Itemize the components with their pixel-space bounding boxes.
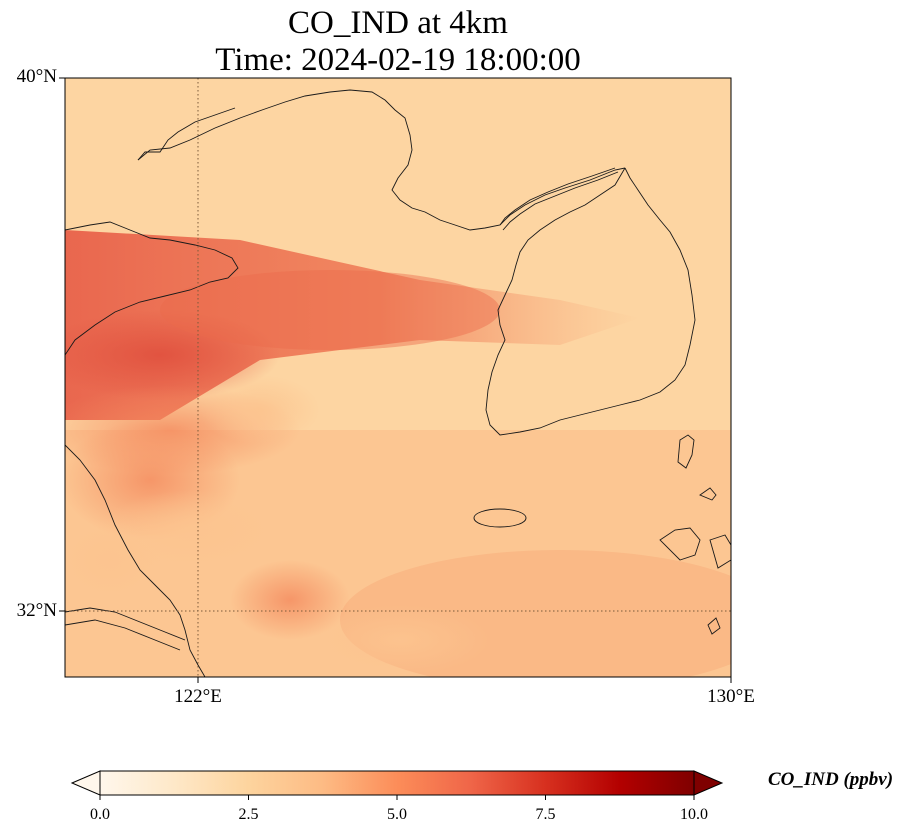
map-subtitle-time: Time: 2024-02-19 18:00:00 [215,42,581,78]
lat-tick-label: 40°N [16,66,57,87]
lon-tick-label: 130°E [707,686,755,707]
colorbar-tick-label: 7.5 [535,806,556,823]
colorbar-tick-label: 10.0 [680,806,708,823]
colorbar-label: CO_IND (ppbv) [768,769,894,790]
gridlines [65,78,731,677]
axis-ticks [59,77,732,683]
map-title: CO_IND at 4km [288,5,508,41]
colorbar-tick-label: 5.0 [387,806,407,823]
colorbar-extend-low [70,770,101,796]
lat-tick-label: 32°N [16,600,57,621]
lon-tick-label: 122°E [174,686,222,707]
colorbar-tick-label: 2.5 [238,806,259,823]
coastlines [65,89,731,677]
colorbar-extend-high [693,770,724,796]
colorbar-tick-label: 0.0 [90,806,110,823]
colorbar-body [99,770,695,796]
map-frame [64,77,732,678]
concentration-field [65,78,731,677]
